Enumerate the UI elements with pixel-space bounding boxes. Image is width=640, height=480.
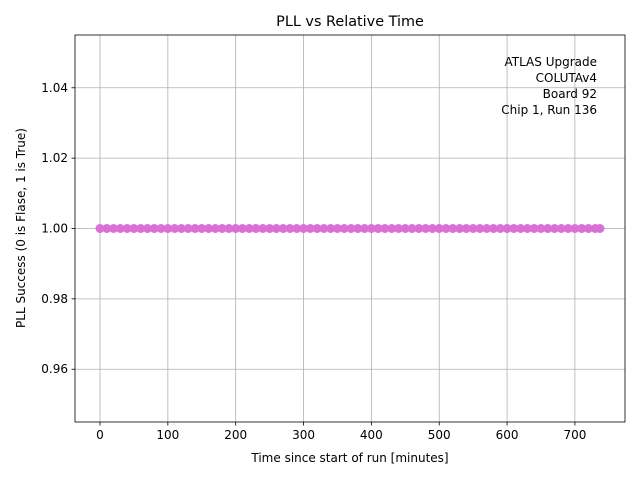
annotation: Board 92 — [543, 87, 597, 101]
x-tick-label: 400 — [360, 428, 383, 442]
y-tick-label: 1.04 — [41, 81, 68, 95]
x-tick-label: 200 — [224, 428, 247, 442]
x-axis-label: Time since start of run [minutes] — [250, 451, 448, 465]
x-tick-label: 0 — [96, 428, 104, 442]
y-tick-label: 0.96 — [41, 362, 68, 376]
x-tick-label: 700 — [563, 428, 586, 442]
y-axis-label: PLL Success (0 is Flase, 1 is True) — [14, 128, 28, 328]
annotation: ATLAS Upgrade — [504, 55, 597, 69]
y-tick-label: 0.98 — [41, 292, 68, 306]
x-tick-label: 500 — [428, 428, 451, 442]
chart-title: PLL vs Relative Time — [276, 14, 424, 30]
annotation: COLUTAv4 — [536, 71, 597, 85]
annotation: Chip 1, Run 136 — [501, 103, 597, 117]
y-tick-label: 1.02 — [41, 151, 68, 165]
y-tick-label: 1.00 — [41, 222, 68, 236]
x-tick-label: 600 — [496, 428, 519, 442]
point — [595, 224, 605, 233]
x-tick-label: 100 — [156, 428, 179, 442]
plot-frame — [74, 34, 626, 423]
x-tick-label: 300 — [292, 428, 315, 442]
